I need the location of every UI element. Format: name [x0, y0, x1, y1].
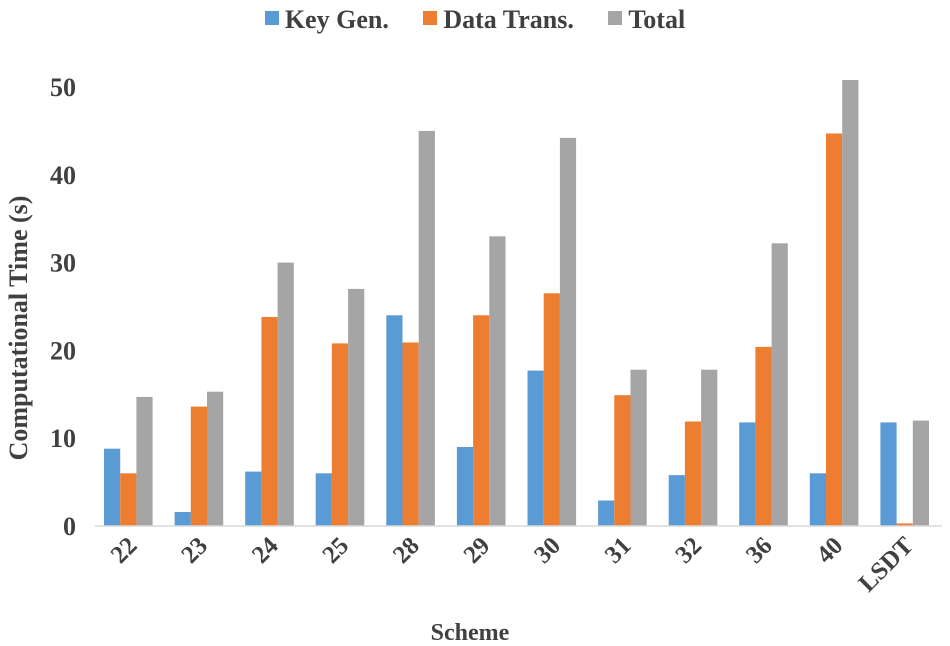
bar-key-gen-25 [315, 473, 332, 526]
y-tick-label: 20 [50, 336, 76, 365]
bar-total-22 [136, 396, 153, 526]
bar-data-trans-32 [684, 421, 702, 526]
bar-data-trans-24 [261, 317, 278, 526]
y-tick-label: 10 [50, 424, 76, 453]
legend-item-data-trans: Data Trans. [423, 3, 574, 35]
y-tick-label: 30 [50, 249, 76, 278]
bar-key-gen-lsdt [880, 422, 897, 526]
x-tick-label: 24 [247, 532, 284, 569]
bar-series [104, 80, 929, 527]
y-tick-label: 40 [50, 161, 76, 190]
bar-total-32 [701, 369, 718, 526]
bar-key-gen-32 [668, 475, 685, 526]
y-tick-label: 0 [63, 512, 76, 541]
legend-swatch-data-trans [423, 11, 438, 26]
x-tick-label: 32 [670, 532, 707, 569]
legend-label-total: Total [628, 5, 686, 35]
legend-label-key-gen: Key Gen. [284, 5, 389, 35]
bar-data-trans-40 [826, 133, 843, 526]
bar-total-29 [489, 236, 506, 527]
legend-item-key-gen: Key Gen. [264, 3, 389, 35]
bar-data-trans-lsdt [896, 523, 913, 526]
bar-total-28 [418, 130, 435, 526]
bar-total-23 [207, 391, 224, 526]
x-tick-label: LSDT [854, 532, 920, 598]
legend-label-data-trans: Data Trans. [443, 5, 574, 35]
bar-data-trans-36 [755, 346, 772, 526]
bar-total-31 [630, 369, 647, 526]
bar-key-gen-36 [739, 422, 756, 526]
bar-data-trans-31 [614, 395, 631, 526]
bar-key-gen-28 [386, 315, 403, 526]
chart-legend: Key Gen. Data Trans. Total [0, 2, 950, 35]
bar-key-gen-29 [456, 447, 474, 526]
bar-key-gen-24 [245, 471, 262, 526]
x-tick-label: 30 [529, 532, 566, 569]
bar-data-trans-25 [331, 343, 349, 526]
x-tick-label: 29 [459, 532, 496, 569]
x-tick-label: 36 [741, 532, 778, 569]
bar-data-trans-23 [190, 406, 207, 526]
x-tick-label: 28 [388, 532, 425, 569]
legend-swatch-key-gen [264, 11, 279, 26]
bar-total-lsdt [912, 420, 929, 526]
bar-key-gen-23 [174, 512, 191, 526]
bar-key-gen-31 [598, 500, 615, 526]
x-tick-label: 31 [600, 532, 637, 569]
x-tick-label: 22 [106, 532, 143, 569]
bar-data-trans-29 [473, 315, 490, 526]
y-axis-label: Computational Time (s) [4, 196, 33, 461]
legend-swatch-total [608, 11, 623, 26]
x-tick-label: 40 [812, 532, 849, 569]
bar-data-trans-30 [543, 293, 560, 526]
bar-key-gen-30 [527, 370, 544, 526]
x-axis-label: Scheme [431, 620, 510, 646]
x-axis-ticks: 22 23 24 25 28 29 30 31 32 36 40 LSDT [106, 532, 919, 598]
bar-total-24 [277, 262, 294, 526]
bar-data-trans-28 [402, 342, 419, 526]
x-tick-label: 25 [317, 532, 354, 569]
bar-key-gen-40 [809, 473, 826, 526]
bar-total-40 [842, 80, 859, 526]
bar-key-gen-22 [104, 448, 121, 526]
bar-total-30 [559, 137, 577, 526]
bar-total-25 [348, 288, 365, 526]
y-axis-ticks: 0 10 20 30 40 50 [50, 73, 76, 541]
bar-total-36 [771, 243, 788, 527]
x-tick-label: 23 [176, 532, 213, 569]
legend-item-total: Total [608, 3, 685, 35]
y-tick-label: 50 [50, 73, 76, 102]
bar-data-trans-22 [120, 473, 137, 526]
